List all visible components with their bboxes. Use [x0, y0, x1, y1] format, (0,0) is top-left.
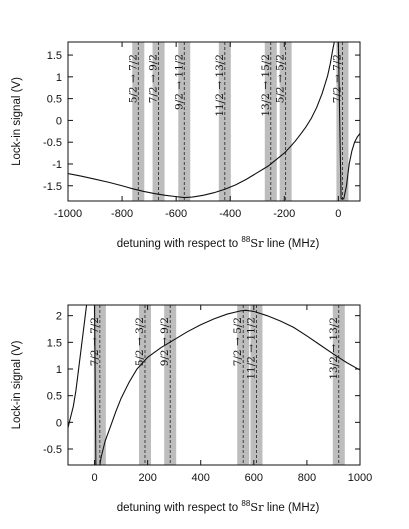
x-tick-label: -1000: [54, 208, 82, 220]
chart-panel-1: 5/2 → 7/2 7/2 → 9/2 9/2 → 11/2 11/2 → 13/2 1…: [11, 41, 361, 250]
x-tick-label: 0: [91, 472, 97, 484]
transition-band: [178, 42, 191, 201]
y-axis-label: Lock-in signal (V): [11, 340, 23, 429]
x-tick-label: 0: [335, 208, 341, 220]
y-tick-label: 2: [56, 311, 62, 323]
y-tick-label: 1: [56, 364, 62, 376]
x-tick-label: -800: [111, 208, 133, 220]
transition-label: 7/2 → 9/2: [148, 54, 160, 103]
transition-label: 7/2 → 7/2: [331, 54, 343, 103]
x-tick-label: -600: [165, 208, 187, 220]
transition-label: 5/2 → 7/2: [127, 54, 139, 103]
x-tick-label: 200: [138, 472, 156, 484]
transition-label: 13/2 → 13/2: [328, 317, 340, 380]
transition-label: 9/2 → 9/2: [159, 317, 171, 366]
y-tick-label: 0.5: [47, 391, 62, 403]
x-tick-label: 1000: [348, 472, 372, 484]
transition-label: 11/2 → 11/2: [245, 317, 257, 380]
y-tick-label: -1: [52, 159, 62, 171]
y-tick-label: -0.5: [43, 444, 62, 456]
transition-label: 7/2 → 5/2: [232, 317, 244, 366]
transition-label: 11/2 → 13/2: [214, 54, 226, 117]
x-tick-label: 600: [245, 472, 263, 484]
transition-band: [218, 42, 231, 201]
transition-band: [132, 42, 145, 201]
y-tick-label: 1.5: [47, 337, 62, 349]
y-tick-label: 1.5: [47, 50, 62, 62]
transition-label: 7/2 → 7/2: [89, 317, 101, 366]
x-axis-label: detuning with respect to 88Sr line (MHz): [117, 499, 320, 514]
x-tick-label: 400: [192, 472, 210, 484]
y-tick-label: -1.5: [43, 181, 62, 193]
x-axis-label: detuning with respect to 88Sr line (MHz): [117, 235, 320, 250]
y-tick-label: 0.5: [47, 94, 62, 106]
transition-band: [279, 42, 292, 201]
y-tick-label: 0: [56, 115, 62, 127]
x-tick-label: -400: [219, 208, 241, 220]
transition-label: 9/2 → 11/2: [173, 54, 185, 110]
y-tick-label: -0.5: [43, 137, 62, 149]
plot-frame: [67, 304, 361, 466]
y-axis-label: Lock-in signal (V): [11, 77, 23, 166]
transition-band: [152, 42, 165, 201]
transition-label: 5/2 → 5/2: [275, 54, 287, 103]
transition-label: 5/2 → 3/2: [134, 317, 146, 366]
y-tick-label: 1: [56, 72, 62, 84]
data-series-line: [68, 42, 360, 200]
x-tick-label: -200: [273, 208, 295, 220]
x-tick-label: 800: [298, 472, 316, 484]
transition-label: 13/2 → 15/2: [260, 54, 272, 117]
plot-frame: [67, 41, 361, 202]
chart-panel-2: 7/2 → 7/2 5/2 → 3/2 9/2 → 9/2 7/2 → 5/2 11/2…: [11, 304, 372, 514]
data-series-line: [68, 305, 360, 465]
y-tick-label: 0: [56, 417, 62, 429]
